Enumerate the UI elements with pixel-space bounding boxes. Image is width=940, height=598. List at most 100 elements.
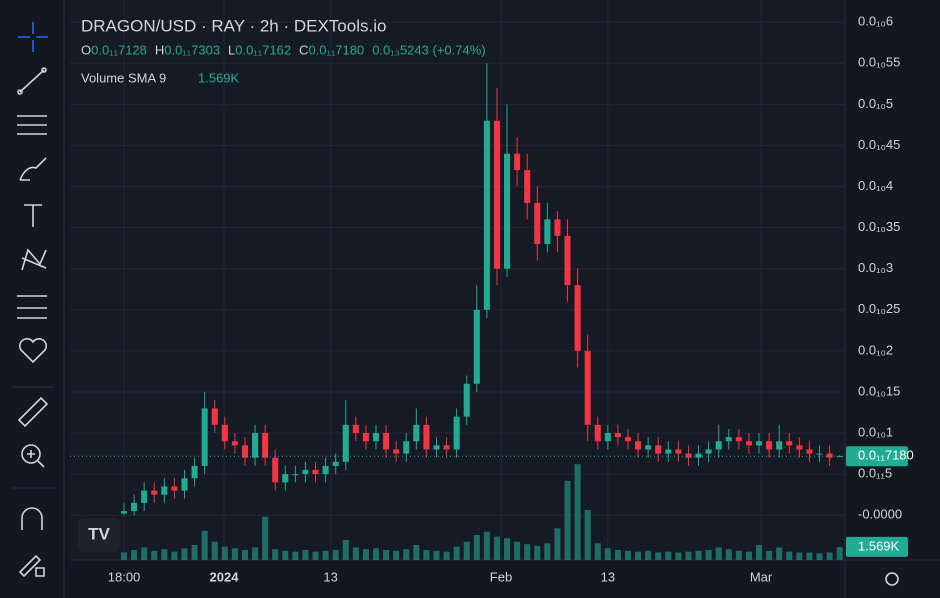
volume-bar xyxy=(614,550,621,560)
trend-line-tool[interactable] xyxy=(17,67,47,95)
candle-body xyxy=(806,449,813,454)
volume-bar xyxy=(524,544,531,560)
price-change: 0.0₁₃5243 (+0.74%) xyxy=(372,42,485,57)
volume-bar xyxy=(362,549,369,560)
candle-body xyxy=(121,511,128,514)
volume-bar xyxy=(483,531,490,560)
y-tick-label: 0.0₁₀35 xyxy=(858,219,900,234)
candle-body xyxy=(171,486,178,491)
volume-bar xyxy=(776,547,783,560)
text-tool[interactable] xyxy=(24,204,42,227)
candle-body xyxy=(614,433,621,438)
candle-body xyxy=(221,424,228,442)
zoom-tool[interactable] xyxy=(21,444,45,468)
volume-bar xyxy=(403,549,410,560)
candle-body xyxy=(362,433,369,442)
volume-bar xyxy=(665,551,672,560)
volume-bar xyxy=(796,552,803,560)
candle-body xyxy=(493,120,500,269)
candle-body xyxy=(372,433,380,442)
y-tick-label: 0.0₁₀4 xyxy=(858,178,893,193)
candle-body xyxy=(594,424,601,442)
candle-body xyxy=(836,456,843,458)
volume-bar xyxy=(574,464,581,560)
chart-pane xyxy=(70,0,845,560)
candle-body xyxy=(131,502,138,512)
favorites-tool[interactable] xyxy=(18,338,48,364)
lock-tool[interactable] xyxy=(18,554,45,578)
ruler-tool[interactable] xyxy=(17,396,49,428)
candle-body xyxy=(181,478,188,491)
volume-bar xyxy=(231,548,238,560)
volume-bar xyxy=(493,536,500,560)
volume-bar xyxy=(655,552,662,560)
candle-body xyxy=(715,441,722,450)
y-tick-label: 0.0₁₁5 xyxy=(858,466,892,481)
volume-value-label: 1.569K xyxy=(858,538,900,553)
candle-body xyxy=(201,408,208,466)
volume-bar xyxy=(151,550,158,560)
volume-bar xyxy=(252,547,259,560)
candle-body xyxy=(685,453,692,458)
volume-bar xyxy=(604,548,611,560)
volume-bar xyxy=(675,552,682,560)
volume-bar xyxy=(554,528,561,560)
y-tick-label: 0.0₁₀5 xyxy=(858,96,893,111)
ohlc-value: 0.0₁₁7303 xyxy=(164,42,220,57)
volume-bar xyxy=(463,541,470,560)
candle-body xyxy=(231,441,238,446)
volume-title: Volume SMA 9 xyxy=(81,70,166,85)
candle-body xyxy=(504,153,511,269)
y-tick-label: 0.0₁₀1 xyxy=(858,424,893,439)
candle-body xyxy=(211,408,218,425)
candle-body xyxy=(534,202,541,245)
candle-body xyxy=(665,449,672,454)
volume-bar xyxy=(826,552,833,560)
candle-body xyxy=(554,219,561,236)
candle-body xyxy=(776,441,783,450)
candle-body xyxy=(463,383,470,417)
svg-text:TV: TV xyxy=(88,524,110,543)
candle-body xyxy=(383,433,390,450)
magnet-tool[interactable] xyxy=(21,507,43,530)
candle-body xyxy=(705,449,712,454)
candle-body xyxy=(675,449,682,454)
volume-bar xyxy=(171,551,178,560)
candle-body xyxy=(272,457,279,483)
candle-body xyxy=(574,285,581,351)
brush-tool[interactable] xyxy=(19,157,47,181)
volume-bar xyxy=(735,550,742,560)
crosshair-tool[interactable] xyxy=(18,22,48,52)
candle-body xyxy=(624,437,632,442)
x-tick-label: 18:00 xyxy=(108,569,141,584)
volume-bar xyxy=(534,545,541,560)
candle-body xyxy=(796,445,803,450)
candle-body xyxy=(544,219,551,245)
drawing-toolbar xyxy=(12,22,54,578)
candle-body xyxy=(816,453,823,455)
pattern-tool[interactable] xyxy=(21,248,47,271)
candle-body xyxy=(584,350,591,425)
volume-bar xyxy=(292,551,299,560)
volume-bar xyxy=(624,550,632,560)
volume-bar xyxy=(272,549,279,560)
volume-bar xyxy=(504,538,511,560)
candle-body xyxy=(524,170,531,203)
candle-body xyxy=(302,470,309,475)
candle-body xyxy=(564,235,571,286)
volume-bar xyxy=(201,530,208,560)
y-tick-label: 0.0₁₀3 xyxy=(858,260,893,275)
volume-bar xyxy=(262,516,269,560)
volume-bar xyxy=(413,545,420,560)
candle-body xyxy=(473,309,480,384)
candle-body xyxy=(342,424,349,462)
ohlc-value: 0.0₁₁7180 xyxy=(308,42,364,57)
volume-bar xyxy=(433,550,440,560)
y-tick-label: 0.0₁₀2 xyxy=(858,342,893,357)
settings-icon[interactable] xyxy=(885,572,899,586)
volume-bar xyxy=(755,545,763,560)
prediction-tool[interactable] xyxy=(17,295,47,319)
fib-tool[interactable] xyxy=(17,115,47,135)
